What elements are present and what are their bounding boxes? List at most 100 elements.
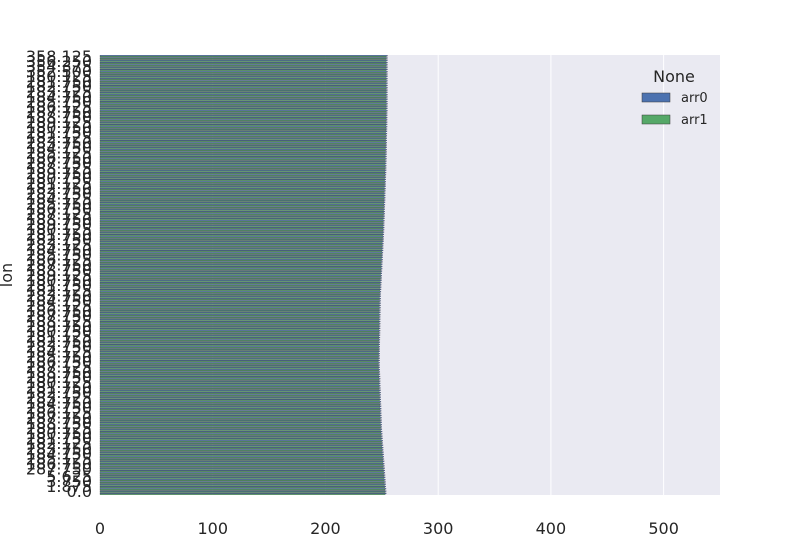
- bar-arr0: [99, 369, 380, 371]
- bar-arr0: [99, 213, 385, 215]
- bar-arr1: [99, 127, 387, 129]
- y-tick-label: 285.750: [26, 246, 92, 265]
- bar-arr1: [99, 424, 381, 427]
- y-tick-label: 184.750: [26, 138, 92, 157]
- y-tick-label: 283.125: [26, 82, 92, 101]
- bar-arr1: [99, 369, 379, 372]
- bar-arr0: [99, 474, 386, 476]
- bar-arr0: [99, 382, 381, 384]
- bar-arr1: [99, 170, 386, 172]
- bar-arr1: [99, 83, 387, 85]
- y-tick-label: 186.125: [26, 404, 92, 423]
- bar-arr1: [99, 85, 387, 87]
- y-tick-label: 180.750: [26, 118, 92, 137]
- y-tick-label: 188.125: [26, 159, 92, 178]
- bar-arr1: [99, 374, 379, 376]
- bar-arr1: [99, 218, 384, 220]
- bar-arr0: [99, 440, 383, 442]
- bar-arr0: [99, 444, 384, 446]
- bar-arr1: [99, 131, 386, 133]
- bar-arr0: [99, 68, 388, 71]
- bar-arr1: [99, 140, 386, 142]
- bar-arr1: [99, 489, 386, 491]
- bar-arr0: [99, 245, 384, 247]
- bar-arr1: [99, 211, 384, 214]
- bar-arr0: [99, 327, 381, 329]
- bar-arr0: [99, 304, 381, 307]
- bar-arr1: [99, 72, 387, 74]
- bar-arr0: [99, 421, 382, 423]
- bar-arr1: [99, 90, 387, 92]
- y-tick-label: 188.750: [26, 414, 92, 433]
- bar-arr0: [99, 158, 387, 160]
- y-tick-label: 186.750: [26, 302, 92, 321]
- bar-arr1: [99, 246, 383, 248]
- bar-arr0: [99, 394, 381, 396]
- bar-arr1: [99, 166, 386, 168]
- y-tick-label: 285.125: [26, 450, 92, 469]
- bar-arr1: [99, 216, 384, 218]
- y-tick-label: 358.125: [26, 47, 92, 66]
- bar-arr0: [99, 396, 381, 398]
- bar-arr1: [99, 298, 380, 301]
- bar-arr1: [99, 285, 381, 287]
- bar-arr0: [99, 430, 383, 433]
- bar-arr0: [99, 332, 381, 334]
- y-tick-label: 180.750: [26, 271, 92, 290]
- bar-arr0: [99, 479, 386, 481]
- y-tick-label: 180.750: [26, 322, 92, 341]
- bar-arr0: [99, 116, 388, 119]
- legend-label-arr0: arr0: [681, 91, 708, 106]
- bar-arr1: [99, 408, 381, 411]
- bar-arr1: [99, 154, 386, 156]
- bar-arr1: [99, 331, 380, 333]
- bar-arr0: [99, 114, 388, 116]
- bar-arr0: [99, 391, 381, 394]
- bar-arr0: [99, 330, 381, 332]
- y-tick-label: 283.750: [26, 439, 92, 458]
- y-tick-label: 289.125: [26, 266, 92, 285]
- bar-arr0: [99, 456, 384, 458]
- grid: [99, 55, 665, 495]
- bar-arr0: [99, 380, 381, 382]
- bar-arr1: [99, 392, 380, 395]
- bar-arr0: [99, 463, 385, 465]
- legend-label-arr1: arr1: [681, 113, 708, 128]
- bar-arr0: [99, 428, 383, 430]
- y-tick-label: 188.125: [26, 312, 92, 331]
- bar-arr0: [99, 295, 381, 297]
- y-tick-label: 287.750: [26, 103, 92, 122]
- bar-arr1: [99, 156, 386, 159]
- y-tick-label: 182.750: [26, 383, 92, 402]
- bar-arr0: [99, 426, 382, 428]
- bar-arr0: [99, 412, 382, 414]
- bar-arr0: [99, 215, 385, 217]
- bar-arr1: [99, 397, 380, 399]
- y-tick-label: 281.750: [26, 276, 92, 295]
- legend-swatch-arr0: [641, 92, 671, 103]
- bar-arr0: [99, 336, 381, 339]
- bar-arr0: [99, 275, 382, 277]
- bar-arr0: [99, 387, 381, 389]
- y-tick-label: 285.750: [26, 195, 92, 214]
- bar-arr1: [99, 413, 381, 415]
- bar-arr0: [99, 449, 384, 451]
- bar-arr0: [99, 162, 387, 164]
- bar-arr1: [99, 445, 383, 447]
- bar-arr0: [99, 126, 388, 128]
- y-tick-label: 289.750: [26, 215, 92, 234]
- bar-arr1: [99, 188, 385, 191]
- bar-arr0: [99, 201, 386, 203]
- bar-arr0: [99, 366, 380, 368]
- bar-arr1: [99, 303, 380, 305]
- y-axis-label: lon: [0, 263, 16, 287]
- bar-arr1: [99, 104, 387, 106]
- y-tick-label: 0.0: [67, 482, 92, 501]
- bar-arr1: [99, 195, 385, 197]
- bar-arr0: [99, 302, 381, 304]
- bar-arr0: [99, 350, 380, 352]
- y-tick-label: 352.500: [26, 62, 92, 81]
- bar-arr0: [99, 247, 384, 249]
- y-tick-label: 283.125: [26, 235, 92, 254]
- bar-arr0: [99, 371, 381, 373]
